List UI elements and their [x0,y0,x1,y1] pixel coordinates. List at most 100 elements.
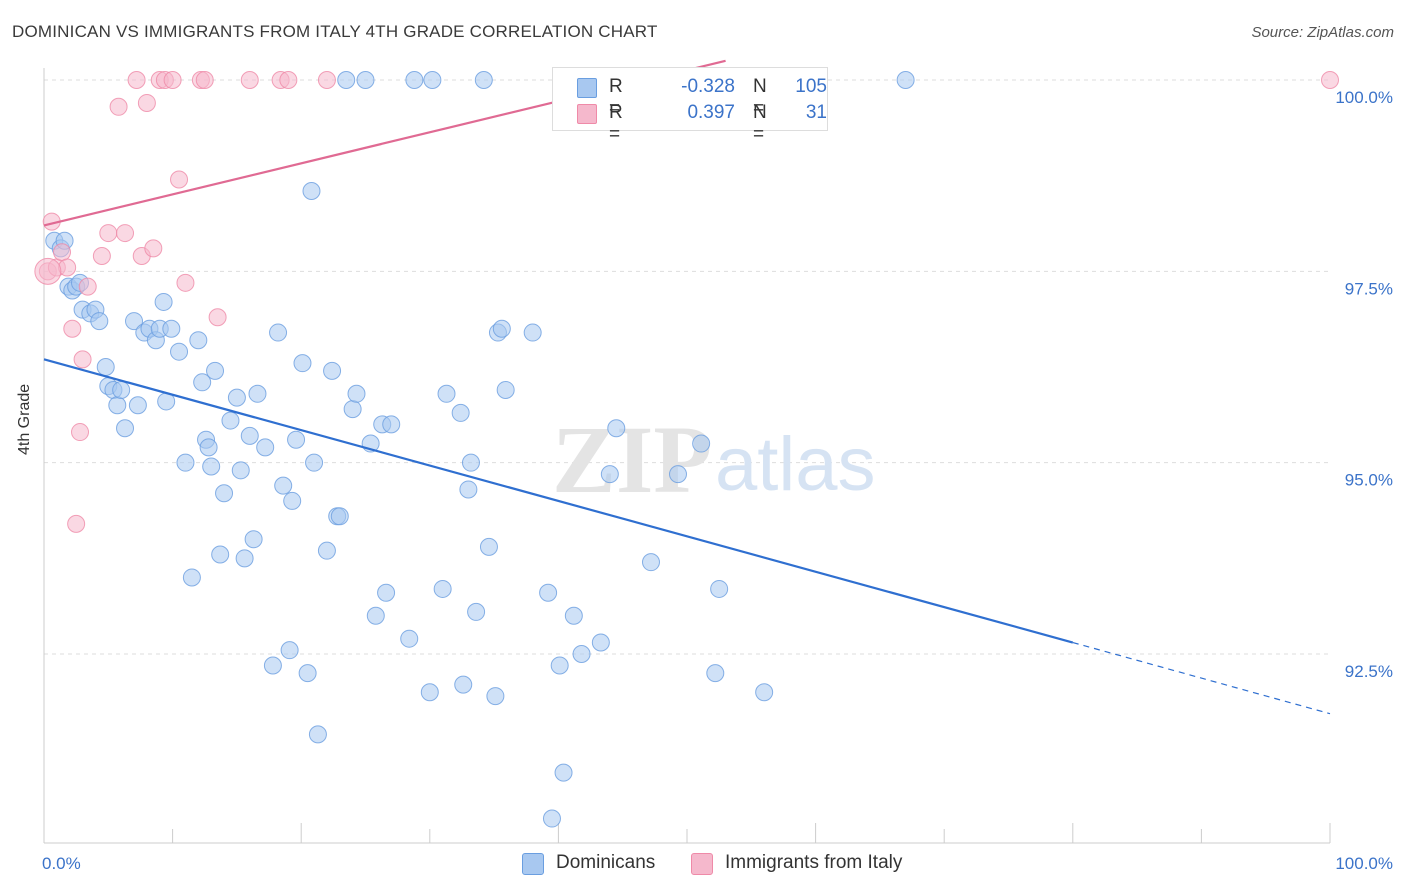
data-point [269,323,288,342]
legend-n-label: N = [753,76,767,119]
data-point [182,568,201,587]
data-point [263,656,282,675]
legend-n-value: 31 [805,102,827,123]
data-point [176,273,195,292]
data-point [227,388,246,407]
data-point [195,71,214,89]
data-point [199,438,218,457]
data-point [137,93,156,112]
legend-box: R = -0.328 N = 105 R = 0.397 N = 31 [552,67,828,145]
data-point [163,71,182,89]
chart-title: DOMINICAN VS IMMIGRANTS FROM ITALY 4TH G… [12,22,658,41]
data-point [423,71,442,89]
data-point [710,579,729,598]
data-point [116,224,135,243]
data-point [240,426,259,445]
bottom-legend-swatch-dominicans [522,853,544,875]
legend-n-value: 105 [795,76,827,97]
data-point [668,465,687,484]
data-point [461,453,480,472]
data-point [206,361,225,380]
data-point [221,411,240,430]
bottom-legend-label-dominicans: Dominicans [556,852,656,873]
grid-lines [44,79,1330,655]
data-point [459,480,478,499]
legend-r-value: -0.328 [681,76,735,97]
trend-lines [43,59,1331,715]
y-tick-label: 92.5% [1345,662,1393,681]
data-point [564,606,583,625]
data-point [308,725,327,744]
data-point [71,423,90,442]
data-point [170,170,189,189]
data-point [274,476,293,495]
data-point [154,292,173,311]
data-point [554,763,573,782]
data-point [279,71,298,89]
source-label: Source: ZipAtlas.com [1251,24,1394,41]
data-point [492,319,511,338]
data-point [248,384,267,403]
x-tick-label: 0.0% [42,854,81,873]
data-point [99,224,118,243]
data-point [539,583,558,602]
data-point [112,380,131,399]
data-point [162,319,181,338]
data-point [343,400,362,419]
data-point [202,457,221,476]
data-point [420,683,439,702]
axes [43,68,1331,844]
data-point [235,549,254,568]
watermark-zip: ZIP [552,406,712,513]
data-point [641,553,660,572]
data-point [337,71,356,89]
data-point [116,419,135,438]
data-point [572,645,591,663]
data-point [63,319,82,338]
watermark-atlas: atlas [715,422,876,507]
x-tick-label: 100.0% [1335,854,1393,873]
y-tick-label: 95.0% [1345,471,1393,490]
data-point [176,453,195,472]
data-point [283,491,302,510]
data-point [189,331,208,350]
data-point [240,71,259,89]
data-point [896,71,915,89]
tick-labels: 92.5% 95.0% 97.5% 100.0% 0.0% 100.0% [42,88,1393,873]
data-point [317,71,336,89]
data-point [496,380,515,399]
data-point [298,664,317,683]
data-point [90,312,109,331]
data-point [523,323,542,342]
data-point [347,384,366,403]
data-point [67,514,86,533]
data-point [125,312,144,331]
y-axis-label: 4th Grade [16,383,33,455]
data-point [692,434,711,453]
data-point [58,258,77,277]
data-point [591,633,610,652]
data-point [474,71,493,89]
data-point [128,396,147,415]
data-point [144,239,163,258]
data-point [293,354,312,373]
data-point [231,461,250,480]
data-point [479,537,498,556]
data-point [244,530,263,549]
legend-n-label: N = [753,102,767,145]
legend-swatch-dominicans [577,78,597,98]
data-point [366,606,385,625]
data-point [108,396,127,415]
trend-line-extension [1072,641,1331,715]
data-point [323,361,342,380]
y-tick-label: 97.5% [1345,279,1393,298]
data-point [600,465,619,484]
data-point [193,373,212,392]
data-point [287,430,306,449]
data-point [215,484,234,503]
data-point [451,403,470,422]
data-point [317,541,336,560]
data-point [302,181,321,200]
trend-line [43,358,1074,644]
